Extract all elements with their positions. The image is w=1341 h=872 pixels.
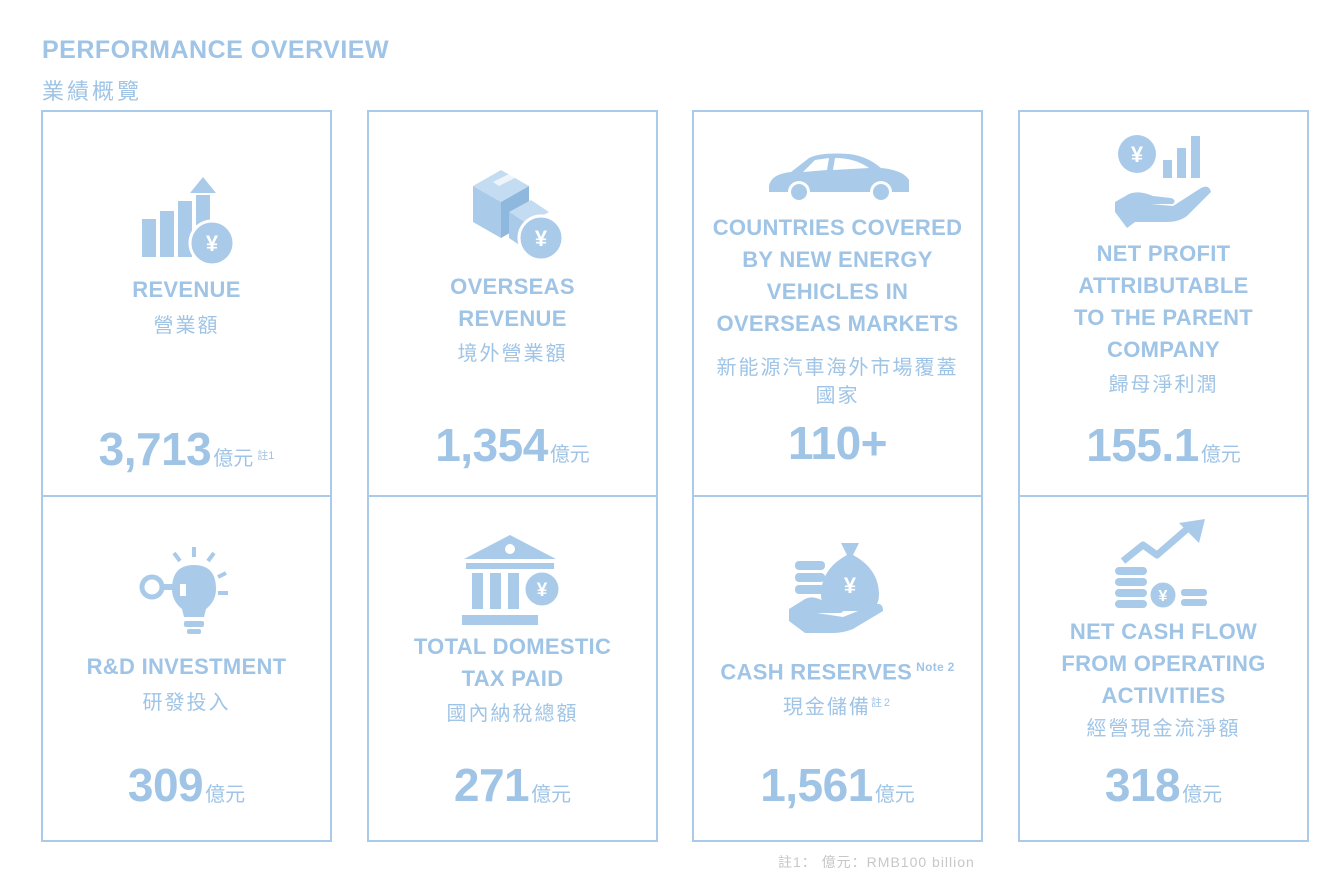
hand-yuan-chart-icon: ¥ <box>1020 132 1307 232</box>
card-label-line: COMPANY <box>1107 337 1220 362</box>
card-value-row: 318 億元 <box>1020 758 1307 812</box>
card-value: 3,713 <box>98 423 212 475</box>
card-label-line: REVENUE <box>458 306 567 331</box>
card-note: 註1 <box>257 449 275 462</box>
card-value-row: 110+ <box>694 416 981 470</box>
card-value-row: 1,354 億元 <box>369 418 656 472</box>
card-value: 1,354 <box>435 419 548 471</box>
card-label-zh: 國內納稅總額 <box>446 703 579 725</box>
car-icon <box>694 150 981 210</box>
card-value-row: 1,561 億元 <box>694 758 981 812</box>
page-title-zh: 業績概覽 <box>42 79 143 104</box>
card-value-row: 309 億元 <box>43 758 330 812</box>
card-value-row: 3,713 億元 註1 <box>43 422 330 476</box>
card-unit: 億元 <box>1182 784 1223 806</box>
countries-covered-card: COUNTRIES COVERED BY NEW ENERGY VEHICLES… <box>692 110 983 497</box>
card-value: 318 <box>1104 759 1181 811</box>
domestic-tax-card: ¥ TOTAL DOMESTIC TAX PAID 國內納稅總額 271 億元 <box>367 495 658 842</box>
card-label-note: Note 2 <box>916 660 955 674</box>
revenue-card: ¥ REVENUE 營業額 3,713 億元 註1 <box>41 110 332 497</box>
card-zh-note: 註2 <box>870 697 893 709</box>
page-title: PERFORMANCE OVERVIEW <box>42 36 390 64</box>
card-unit: 億元 <box>213 448 254 470</box>
card-label-zh: 境外營業額 <box>457 343 568 365</box>
key-lightbulb-icon <box>43 543 330 635</box>
card-label-line: VEHICLES IN <box>766 279 909 304</box>
revenue-chart-yuan-icon: ¥ <box>43 177 330 269</box>
bank-yuan-icon: ¥ <box>369 533 656 629</box>
money-bag-hand-icon: ¥ <box>694 539 981 639</box>
svg-text:¥: ¥ <box>1130 142 1143 167</box>
rd-investment-card: R&D INVESTMENT 研發投入 309 億元 <box>41 495 332 842</box>
boxes-yuan-icon: ¥ <box>369 160 656 268</box>
card-unit: 億元 <box>874 784 915 806</box>
svg-text:¥: ¥ <box>536 580 547 601</box>
card-label-line: OVERSEAS MARKETS <box>716 311 959 336</box>
card-value: 110+ <box>787 417 888 469</box>
card-label-line: BY NEW ENERGY <box>742 247 933 272</box>
card-label-zh: 現金儲備註2 <box>782 696 893 719</box>
net-cash-flow-card: ¥ NET CASH FLOW FROM OPERATING ACTIVITIE… <box>1018 495 1309 842</box>
card-label-line: NET PROFIT <box>1096 241 1231 266</box>
card-unit: 億元 <box>1200 444 1241 466</box>
card-label-line: REVENUE <box>132 277 241 302</box>
card-label-line: TOTAL DOMESTIC <box>413 634 612 659</box>
card-value: 309 <box>127 759 204 811</box>
card-label-line: OVERSEAS <box>450 274 575 299</box>
card-value: 271 <box>453 759 530 811</box>
card-label-line: ACTIVITIES <box>1101 683 1226 708</box>
card-label-line: ATTRIBUTABLE <box>1078 273 1249 298</box>
svg-text:¥: ¥ <box>205 231 218 256</box>
card-value: 1,561 <box>760 759 873 811</box>
net-profit-card: ¥ NET PROFIT ATTRIBUTABLE TO THE PARENT … <box>1018 110 1309 497</box>
card-value-row: 271 億元 <box>369 758 656 812</box>
card-label-zh: 歸母淨利潤 <box>1108 374 1219 396</box>
svg-text:¥: ¥ <box>843 573 856 598</box>
card-label-line: CASH RESERVES Note 2 <box>720 659 955 685</box>
card-label-zh: 經營現金流淨額 <box>1086 718 1241 740</box>
card-label-zh: 國家 <box>815 385 860 407</box>
card-label-zh: 研發投入 <box>142 692 231 714</box>
card-label-line: TAX PAID <box>461 666 564 691</box>
card-label-line: NET CASH FLOW <box>1069 619 1258 644</box>
footnote: 註1： 億元：RMB100 billion <box>778 854 975 870</box>
coins-growth-arrow-icon: ¥ <box>1020 517 1307 613</box>
card-label-line: FROM OPERATING <box>1061 651 1266 676</box>
card-label-line: COUNTRIES COVERED <box>712 215 963 240</box>
overseas-revenue-card: ¥ OVERSEAS REVENUE 境外營業額 1,354 億元 <box>367 110 658 497</box>
cash-reserves-card: ¥ CASH RESERVES Note 2 現金儲備註2 1,561 億元 <box>692 495 983 842</box>
card-value-row: 155.1 億元 <box>1020 418 1307 472</box>
card-unit: 億元 <box>549 444 590 466</box>
card-label-line: R&D INVESTMENT <box>86 654 287 679</box>
card-label-line: TO THE PARENT <box>1073 305 1254 330</box>
card-value: 155.1 <box>1086 419 1199 471</box>
card-label-zh: 新能源汽車海外市場覆蓋 <box>716 357 959 379</box>
svg-text:¥: ¥ <box>534 226 547 251</box>
card-unit: 億元 <box>205 784 246 806</box>
card-unit: 億元 <box>531 784 572 806</box>
svg-text:¥: ¥ <box>1158 588 1167 605</box>
card-label-zh: 營業額 <box>153 315 220 337</box>
